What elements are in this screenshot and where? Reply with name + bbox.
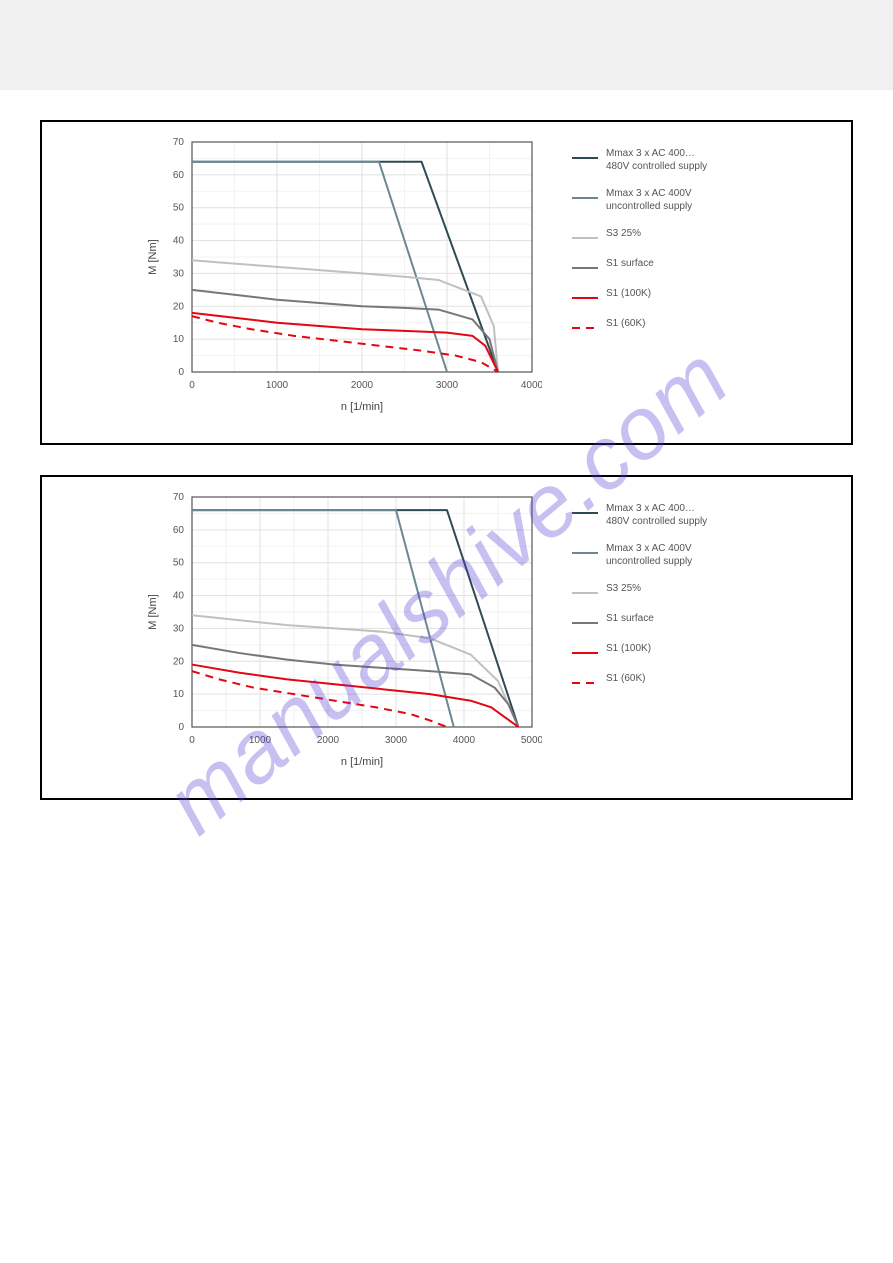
svg-text:0: 0 <box>178 722 184 733</box>
svg-text:20: 20 <box>173 656 185 667</box>
legend-item: Mmax 3 x AC 400V uncontrolled supply <box>572 187 716 213</box>
legend-swatch <box>572 232 598 243</box>
svg-text:10: 10 <box>173 334 185 345</box>
legend-label: S1 (100K) <box>606 642 651 655</box>
legend-item: Mmax 3 x AC 400V uncontrolled supply <box>572 542 716 568</box>
legend-label: Mmax 3 x AC 400…480V controlled supply <box>606 502 716 528</box>
svg-text:50: 50 <box>173 558 185 569</box>
legend-swatch <box>572 547 598 558</box>
legend-label: Mmax 3 x AC 400…480V controlled supply <box>606 147 716 173</box>
legend-item: S1 (100K) <box>572 287 716 303</box>
legend-item: Mmax 3 x AC 400…480V controlled supply <box>572 502 716 528</box>
legend-label: Mmax 3 x AC 400V uncontrolled supply <box>606 187 716 213</box>
svg-text:40: 40 <box>173 236 185 247</box>
legend-label: S1 (60K) <box>606 672 645 685</box>
svg-text:0: 0 <box>189 735 195 746</box>
legend-item: S1 (100K) <box>572 642 716 658</box>
legend-label: S1 surface <box>606 257 654 270</box>
legend-swatch <box>572 647 598 658</box>
svg-text:70: 70 <box>173 137 185 148</box>
legend-label: S1 (100K) <box>606 287 651 300</box>
top-banner <box>0 0 893 90</box>
legend-item: S3 25% <box>572 227 716 243</box>
legend-item: Mmax 3 x AC 400…480V controlled supply <box>572 147 716 173</box>
svg-text:2000: 2000 <box>317 735 340 746</box>
svg-text:5000: 5000 <box>521 735 542 746</box>
legend-swatch <box>572 192 598 203</box>
svg-text:1000: 1000 <box>266 380 289 391</box>
svg-text:3000: 3000 <box>385 735 408 746</box>
chart-1: 0 1000 2000 3000 4000 0 10 20 30 40 50 60 70 n [1/min… <box>142 132 542 423</box>
legend-swatch <box>572 617 598 628</box>
legend-swatch <box>572 587 598 598</box>
svg-text:60: 60 <box>173 170 185 181</box>
legend-label: S1 surface <box>606 612 654 625</box>
chart-frame-2: 0 1000 2000 3000 4000 5000 0 10 20 30 40 50 60 70 n [1… <box>40 475 853 800</box>
legend-swatch <box>572 677 598 688</box>
legend-item: S1 (60K) <box>572 672 716 688</box>
legend-item: S3 25% <box>572 582 716 598</box>
svg-text:50: 50 <box>173 203 185 214</box>
legend-swatch <box>572 507 598 518</box>
svg-text:1000: 1000 <box>249 735 272 746</box>
legend-item: S1 surface <box>572 257 716 273</box>
svg-text:2000: 2000 <box>351 380 374 391</box>
svg-text:n [1/min]: n [1/min] <box>341 756 383 768</box>
svg-text:60: 60 <box>173 525 185 536</box>
svg-text:30: 30 <box>173 268 185 279</box>
svg-text:40: 40 <box>173 591 185 602</box>
legend-label: S1 (60K) <box>606 317 645 330</box>
svg-text:20: 20 <box>173 301 185 312</box>
legend-swatch <box>572 262 598 273</box>
svg-text:10: 10 <box>173 689 185 700</box>
svg-text:n [1/min]: n [1/min] <box>341 401 383 413</box>
legend-label: S3 25% <box>606 227 641 240</box>
legend-swatch <box>572 292 598 303</box>
chart-2: 0 1000 2000 3000 4000 5000 0 10 20 30 40 50 60 70 n [1… <box>142 487 542 778</box>
legend-label: S3 25% <box>606 582 641 595</box>
chart-frame-1: 0 1000 2000 3000 4000 0 10 20 30 40 50 60 70 n [1/min… <box>40 120 853 445</box>
svg-text:70: 70 <box>173 492 185 503</box>
legend-item: S1 (60K) <box>572 317 716 333</box>
legend-swatch <box>572 152 598 163</box>
svg-text:30: 30 <box>173 623 185 634</box>
svg-text:M [Nm]: M [Nm] <box>147 594 159 629</box>
chart-2-legend: Mmax 3 x AC 400…480V controlled supply Mm… <box>542 487 716 702</box>
legend-label: Mmax 3 x AC 400V uncontrolled supply <box>606 542 716 568</box>
svg-text:3000: 3000 <box>436 380 459 391</box>
legend-swatch <box>572 322 598 333</box>
chart-1-legend: Mmax 3 x AC 400…480V controlled supply Mm… <box>542 132 716 347</box>
legend-item: S1 surface <box>572 612 716 628</box>
svg-text:0: 0 <box>189 380 195 391</box>
svg-text:M [Nm]: M [Nm] <box>147 239 159 274</box>
svg-text:4000: 4000 <box>453 735 476 746</box>
svg-text:4000: 4000 <box>521 380 542 391</box>
svg-text:0: 0 <box>178 367 184 378</box>
